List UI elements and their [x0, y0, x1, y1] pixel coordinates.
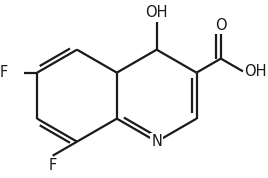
- Text: O: O: [215, 18, 227, 33]
- Text: N: N: [151, 134, 162, 149]
- Text: OH: OH: [146, 5, 168, 20]
- Text: OH: OH: [245, 64, 267, 79]
- Text: F: F: [0, 65, 8, 80]
- Text: F: F: [49, 158, 57, 173]
